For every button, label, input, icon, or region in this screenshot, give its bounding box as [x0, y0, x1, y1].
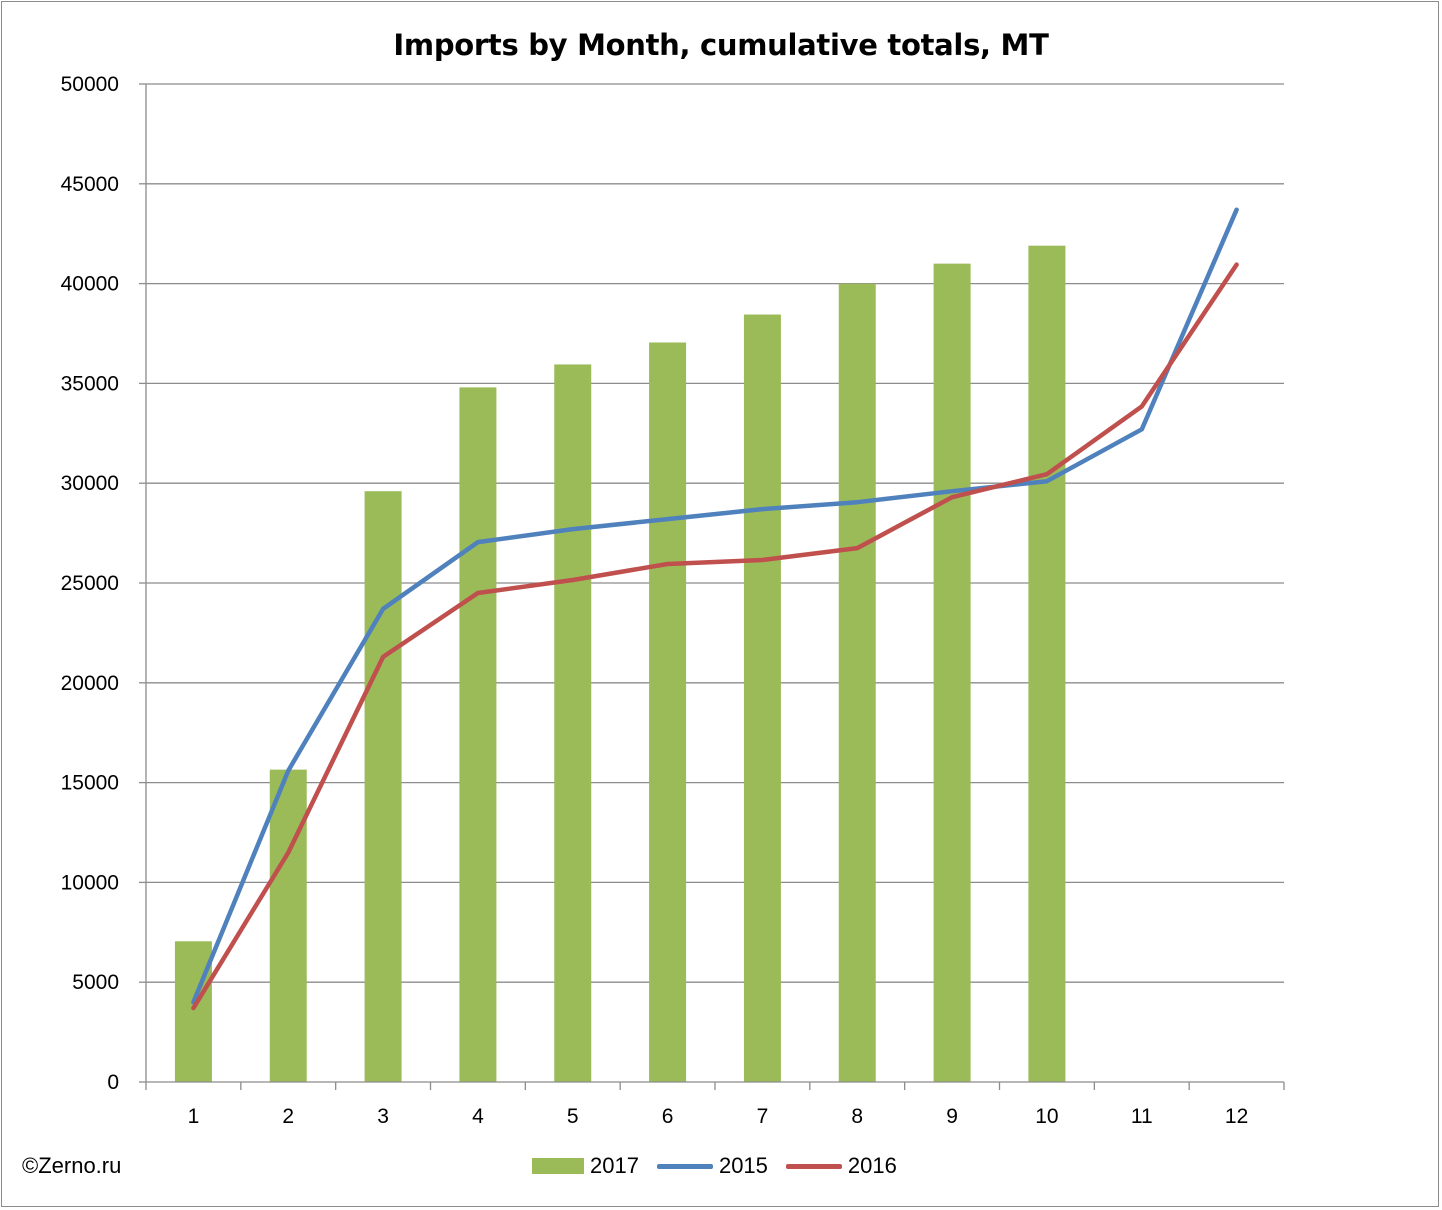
x-tick-label: 1: [188, 1105, 200, 1128]
x-tick-label: 7: [757, 1105, 769, 1128]
bar-2017-9: [933, 263, 971, 1082]
bar-2017-4: [459, 387, 497, 1083]
line-2016: [191, 262, 1239, 1011]
copyright-label: ©Zerno.ru: [22, 1153, 122, 1178]
line-2015: [191, 207, 1239, 1005]
bar-2017-8: [838, 283, 876, 1083]
y-tick-label: 20000: [61, 672, 119, 695]
x-tick-label: 10: [1035, 1105, 1058, 1128]
y-tick-label: 45000: [61, 173, 119, 196]
y-tick-label: 5000: [72, 971, 119, 994]
x-tick-labels: 1 2 3 4 5 6 7 8 9 10 11 12: [188, 1105, 1249, 1128]
y-tick-label: 40000: [61, 273, 119, 296]
y-tick-label: 35000: [61, 372, 119, 395]
x-tick-label: 8: [851, 1105, 863, 1128]
legend: 2017 2015 2016: [532, 1153, 915, 1179]
bar-2017-5: [554, 364, 592, 1082]
gridlines: [139, 83, 1284, 1083]
y-tick-label: 15000: [61, 772, 119, 795]
x-tick-label: 3: [377, 1105, 389, 1128]
chart-title: Imports by Month, cumulative totals, MT: [393, 28, 1049, 62]
legend-item-2016: 2016: [785, 1153, 897, 1179]
y-tick-label: 50000: [61, 73, 119, 96]
legend-item-2017: 2017: [532, 1153, 639, 1179]
y-tick-label: 10000: [61, 871, 119, 894]
x-tick-label: 12: [1225, 1105, 1248, 1128]
legend-swatch-2016: [785, 1163, 842, 1169]
x-tick-label: 9: [946, 1105, 958, 1128]
bar-2017-10: [1028, 245, 1066, 1082]
x-tick-label: 6: [662, 1105, 674, 1128]
bar-series-2017: [174, 245, 1066, 1083]
bar-2017-6: [649, 342, 687, 1082]
x-tick-label: 5: [567, 1105, 579, 1128]
y-tick-label: 0: [107, 1071, 119, 1094]
legend-label-2016: 2016: [847, 1153, 897, 1178]
bar-2017-7: [743, 314, 781, 1083]
legend-swatch-2015: [656, 1163, 713, 1169]
legend-label-2017: 2017: [590, 1153, 639, 1178]
legend-item-2015: 2015: [656, 1153, 768, 1179]
bar-2017-3: [364, 491, 402, 1083]
bar-2017-2: [269, 769, 307, 1082]
y-tick-label: 30000: [61, 472, 119, 495]
line-series: [191, 207, 1239, 1011]
x-tick-label: 2: [282, 1105, 294, 1128]
axes: [145, 84, 1285, 1090]
legend-swatch-2017: [532, 1158, 584, 1174]
y-tick-label: 25000: [61, 572, 119, 595]
legend-label-2015: 2015: [718, 1153, 768, 1178]
x-tick-label: 4: [472, 1105, 484, 1128]
y-tick-labels: 0 5000 10000 15000 20000 25000 30000 35000 40000…: [61, 73, 119, 1094]
bar-2017-1: [174, 941, 212, 1082]
x-tick-label: 11: [1131, 1105, 1153, 1128]
